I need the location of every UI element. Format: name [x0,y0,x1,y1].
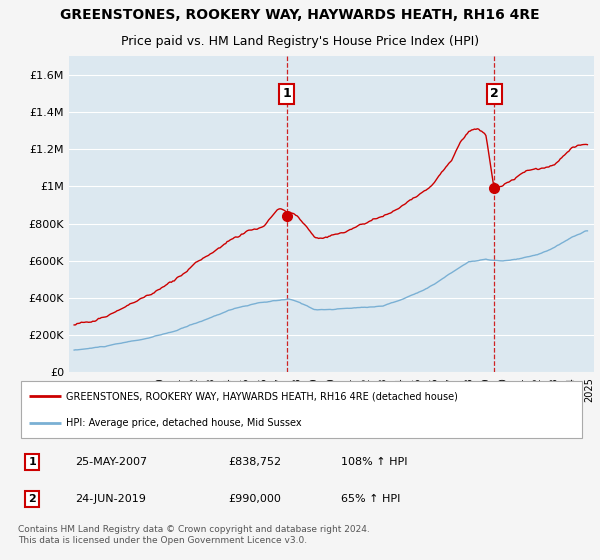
Text: GREENSTONES, ROOKERY WAY, HAYWARDS HEATH, RH16 4RE (detached house): GREENSTONES, ROOKERY WAY, HAYWARDS HEATH… [66,391,458,401]
Text: 25-MAY-2007: 25-MAY-2007 [75,457,147,467]
Text: 2: 2 [490,87,499,100]
Text: Price paid vs. HM Land Registry's House Price Index (HPI): Price paid vs. HM Land Registry's House … [121,35,479,48]
Text: GREENSTONES, ROOKERY WAY, HAYWARDS HEATH, RH16 4RE: GREENSTONES, ROOKERY WAY, HAYWARDS HEATH… [60,8,540,22]
Text: 1: 1 [28,457,36,467]
Text: Contains HM Land Registry data © Crown copyright and database right 2024.
This d: Contains HM Land Registry data © Crown c… [18,525,370,545]
Text: 65% ↑ HPI: 65% ↑ HPI [341,494,401,504]
Text: 2: 2 [28,494,36,504]
Text: HPI: Average price, detached house, Mid Sussex: HPI: Average price, detached house, Mid … [66,418,302,428]
Text: 1: 1 [283,87,291,100]
Text: 24-JUN-2019: 24-JUN-2019 [75,494,146,504]
Text: 108% ↑ HPI: 108% ↑ HPI [341,457,407,467]
Text: £838,752: £838,752 [228,457,281,467]
FancyBboxPatch shape [21,381,582,438]
Text: £990,000: £990,000 [228,494,281,504]
